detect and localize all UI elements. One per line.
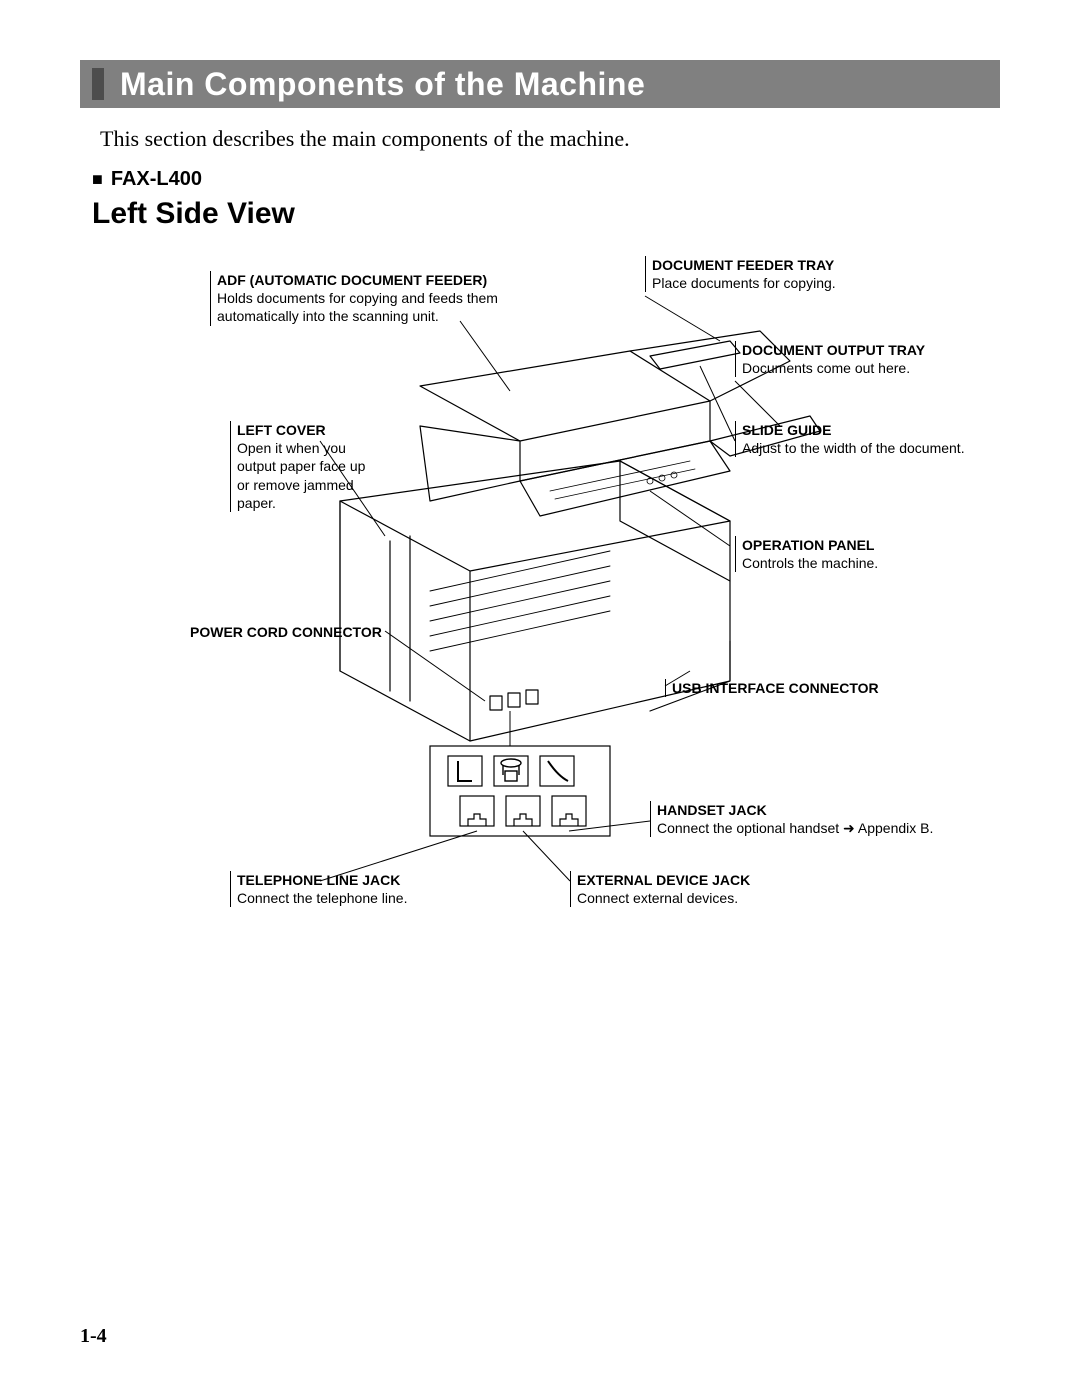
callout-doc-feeder-tray-desc: Place documents for copying. [652,274,905,292]
callout-external-jack-label: EXTERNAL DEVICE JACK [577,871,790,889]
callout-slide-guide-label: SLIDE GUIDE [742,421,1005,439]
callout-usb-label: USB INTERFACE CONNECTOR [672,679,905,697]
callout-operation-panel: OPERATION PANEL Controls the machine. [735,536,955,572]
bullet-square-icon: ■ [92,169,103,189]
model-name: FAX-L400 [111,168,202,190]
callout-external-jack-desc: Connect external devices. [577,889,790,907]
callout-left-cover: LEFT COVER Open it when you output paper… [230,421,380,512]
callout-telephone-jack-label: TELEPHONE LINE JACK [237,871,450,889]
section-heading-bar: Main Components of the Machine [80,60,1000,108]
heading-accent [92,68,104,100]
callout-power-cord: POWER CORD CONNECTOR [190,623,400,641]
callout-handset-jack: HANDSET JACK Connect the optional handse… [650,801,970,837]
callout-left-cover-desc: Open it when you output paper face up or… [237,439,380,512]
callout-operation-panel-desc: Controls the machine. [742,554,955,572]
callout-doc-output-tray-label: DOCUMENT OUTPUT TRAY [742,341,985,359]
callout-doc-output-tray-desc: Documents come out here. [742,359,985,377]
machine-diagram: ADF (AUTOMATIC DOCUMENT FEEDER) Holds do… [90,241,1010,941]
callout-adf-label: ADF (AUTOMATIC DOCUMENT FEEDER) [217,271,510,289]
model-line: ■ FAX-L400 [92,168,1000,191]
callout-doc-output-tray: DOCUMENT OUTPUT TRAY Documents come out … [735,341,985,377]
callout-adf: ADF (AUTOMATIC DOCUMENT FEEDER) Holds do… [210,271,510,326]
callout-doc-feeder-tray: DOCUMENT FEEDER TRAY Place documents for… [645,256,905,292]
callout-telephone-jack: TELEPHONE LINE JACK Connect the telephon… [230,871,450,907]
callout-handset-jack-label: HANDSET JACK [657,801,970,819]
section-title: Main Components of the Machine [120,66,645,103]
callout-slide-guide: SLIDE GUIDE Adjust to the width of the d… [735,421,1005,457]
page-number: 1-4 [80,1325,107,1348]
callout-power-cord-label: POWER CORD CONNECTOR [190,623,400,641]
view-subheading: Left Side View [92,197,1000,231]
callout-doc-feeder-tray-label: DOCUMENT FEEDER TRAY [652,256,905,274]
intro-text: This section describes the main componen… [100,126,1000,152]
callout-adf-desc: Holds documents for copying and feeds th… [217,289,510,325]
callout-operation-panel-label: OPERATION PANEL [742,536,955,554]
callout-telephone-jack-desc: Connect the telephone line. [237,889,450,907]
callout-external-jack: EXTERNAL DEVICE JACK Connect external de… [570,871,790,907]
callout-left-cover-label: LEFT COVER [237,421,380,439]
callout-usb: USB INTERFACE CONNECTOR [665,679,905,697]
callout-slide-guide-desc: Adjust to the width of the document. [742,439,1005,457]
callout-handset-jack-desc: Connect the optional handset ➜ Appendix … [657,819,970,837]
